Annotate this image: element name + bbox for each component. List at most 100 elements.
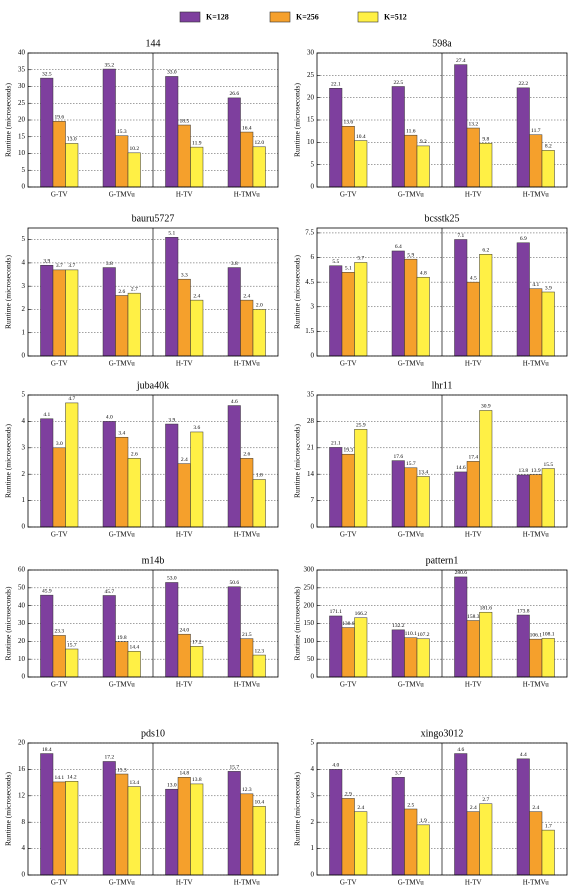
y-axis-label: Runtime (microseconds) (4, 586, 13, 660)
bar (190, 783, 204, 876)
value-label: 19.6 (54, 115, 64, 121)
value-label: 14.1 (54, 775, 64, 781)
legend-label: K=256 (296, 12, 319, 21)
bar (391, 86, 405, 188)
value-label: 2.5 (407, 802, 414, 808)
bar (165, 423, 179, 528)
y-tick-label: 35 (307, 391, 315, 399)
bar (529, 134, 543, 188)
y-tick-label: 200 (304, 601, 315, 609)
x-tick-label: G-TV (340, 360, 357, 368)
value-label: 3.4 (118, 431, 125, 437)
x-tick-label: G-TMVu (398, 681, 425, 689)
value-label: 13.0 (167, 782, 177, 788)
y-tick-label: 7 (311, 496, 315, 504)
x-tick-label: H-TV (176, 879, 193, 887)
value-label: 17.6 (393, 454, 403, 460)
value-label: 3.7 (395, 771, 402, 777)
bar (65, 781, 79, 876)
value-label: 3.6 (193, 425, 200, 431)
x-tick-label: G-TV (51, 191, 68, 199)
bar (102, 595, 116, 678)
bar (466, 811, 480, 876)
y-tick-label: 20 (18, 637, 26, 645)
y-tick-label: 5 (311, 739, 315, 747)
bar (391, 777, 405, 876)
value-label: 171.1 (330, 609, 343, 615)
value-label: 132.2 (392, 623, 405, 629)
value-label: 108.1 (542, 632, 555, 638)
value-label: 17.2 (104, 755, 114, 761)
y-tick-label: 4.5 (305, 278, 314, 286)
x-tick-label: H-TMVu (234, 191, 261, 199)
x-tick-label: H-TMVu (234, 360, 261, 368)
bar (329, 769, 343, 876)
x-tick-label: G-TMVu (398, 531, 425, 539)
value-label: 11.6 (406, 128, 416, 134)
value-label: 17.2 (192, 640, 202, 646)
y-tick-label: 0 (22, 673, 26, 681)
y-tick-label: 20 (18, 116, 26, 124)
y-tick-label: 30 (18, 82, 26, 90)
y-tick-label: 60 (18, 566, 26, 574)
bar (127, 152, 141, 188)
y-tick-label: 3 (311, 791, 315, 799)
value-label: 32.5 (42, 71, 52, 77)
y-tick-label: 300 (304, 566, 315, 574)
x-tick-label: G-TMVu (109, 681, 136, 689)
value-label: 4.6 (457, 747, 464, 753)
value-label: 12.3 (254, 648, 264, 654)
bar (115, 135, 129, 188)
y-tick-label: 3 (22, 282, 26, 290)
value-label: 15.5 (543, 462, 553, 468)
bar (516, 474, 530, 528)
value-label: 14.8 (179, 771, 189, 777)
y-tick-label: 2 (311, 818, 315, 826)
y-axis-label: Runtime (microseconds) (4, 772, 13, 846)
x-tick-label: H-TMVu (523, 191, 550, 199)
y-tick-label: 15 (307, 116, 315, 124)
value-label: 7.1 (457, 233, 464, 239)
bar (40, 594, 54, 678)
y-tick-label: 0 (22, 352, 26, 360)
x-tick-label: G-TV (51, 531, 68, 539)
y-tick-label: 25 (18, 99, 26, 107)
value-label: 3.3 (181, 272, 188, 278)
bar (190, 299, 204, 357)
x-tick-label: H-TMVu (523, 681, 550, 689)
plot-frame (316, 742, 568, 876)
value-label: 2.7 (482, 797, 489, 803)
bar (454, 753, 468, 876)
bar (354, 617, 368, 678)
y-tick-label: 6 (311, 253, 315, 261)
plot-frame (316, 569, 568, 678)
bar (127, 292, 141, 357)
value-label: 22.5 (393, 80, 403, 86)
x-tick-label: H-TMVu (523, 360, 550, 368)
bar (466, 281, 480, 357)
value-label: 280.6 (455, 570, 468, 576)
bar (541, 468, 555, 528)
chart-title: m14b (142, 555, 165, 566)
bar (190, 146, 204, 188)
x-tick-label: G-TV (340, 191, 357, 199)
plot-frame (27, 227, 279, 357)
value-label: 2.9 (345, 792, 352, 798)
bar (227, 97, 241, 188)
y-axis-label: Runtime (microseconds) (4, 424, 13, 498)
value-label: 5.1 (168, 231, 175, 237)
y-tick-label: 21 (307, 443, 315, 451)
y-tick-label: 5 (22, 391, 26, 399)
value-label: 2.4 (470, 805, 477, 811)
value-label: 13.9 (531, 468, 541, 474)
y-tick-label: 1 (311, 844, 315, 852)
bar (329, 615, 343, 678)
bar (516, 87, 530, 188)
value-label: 9.2 (420, 139, 427, 145)
y-tick-label: 20 (18, 739, 26, 747)
bar (404, 467, 418, 528)
x-tick-label: G-TV (340, 879, 357, 887)
chart-title: lhr11 (432, 380, 453, 391)
y-tick-label: 0 (22, 871, 26, 879)
x-tick-label: H-TV (465, 191, 482, 199)
